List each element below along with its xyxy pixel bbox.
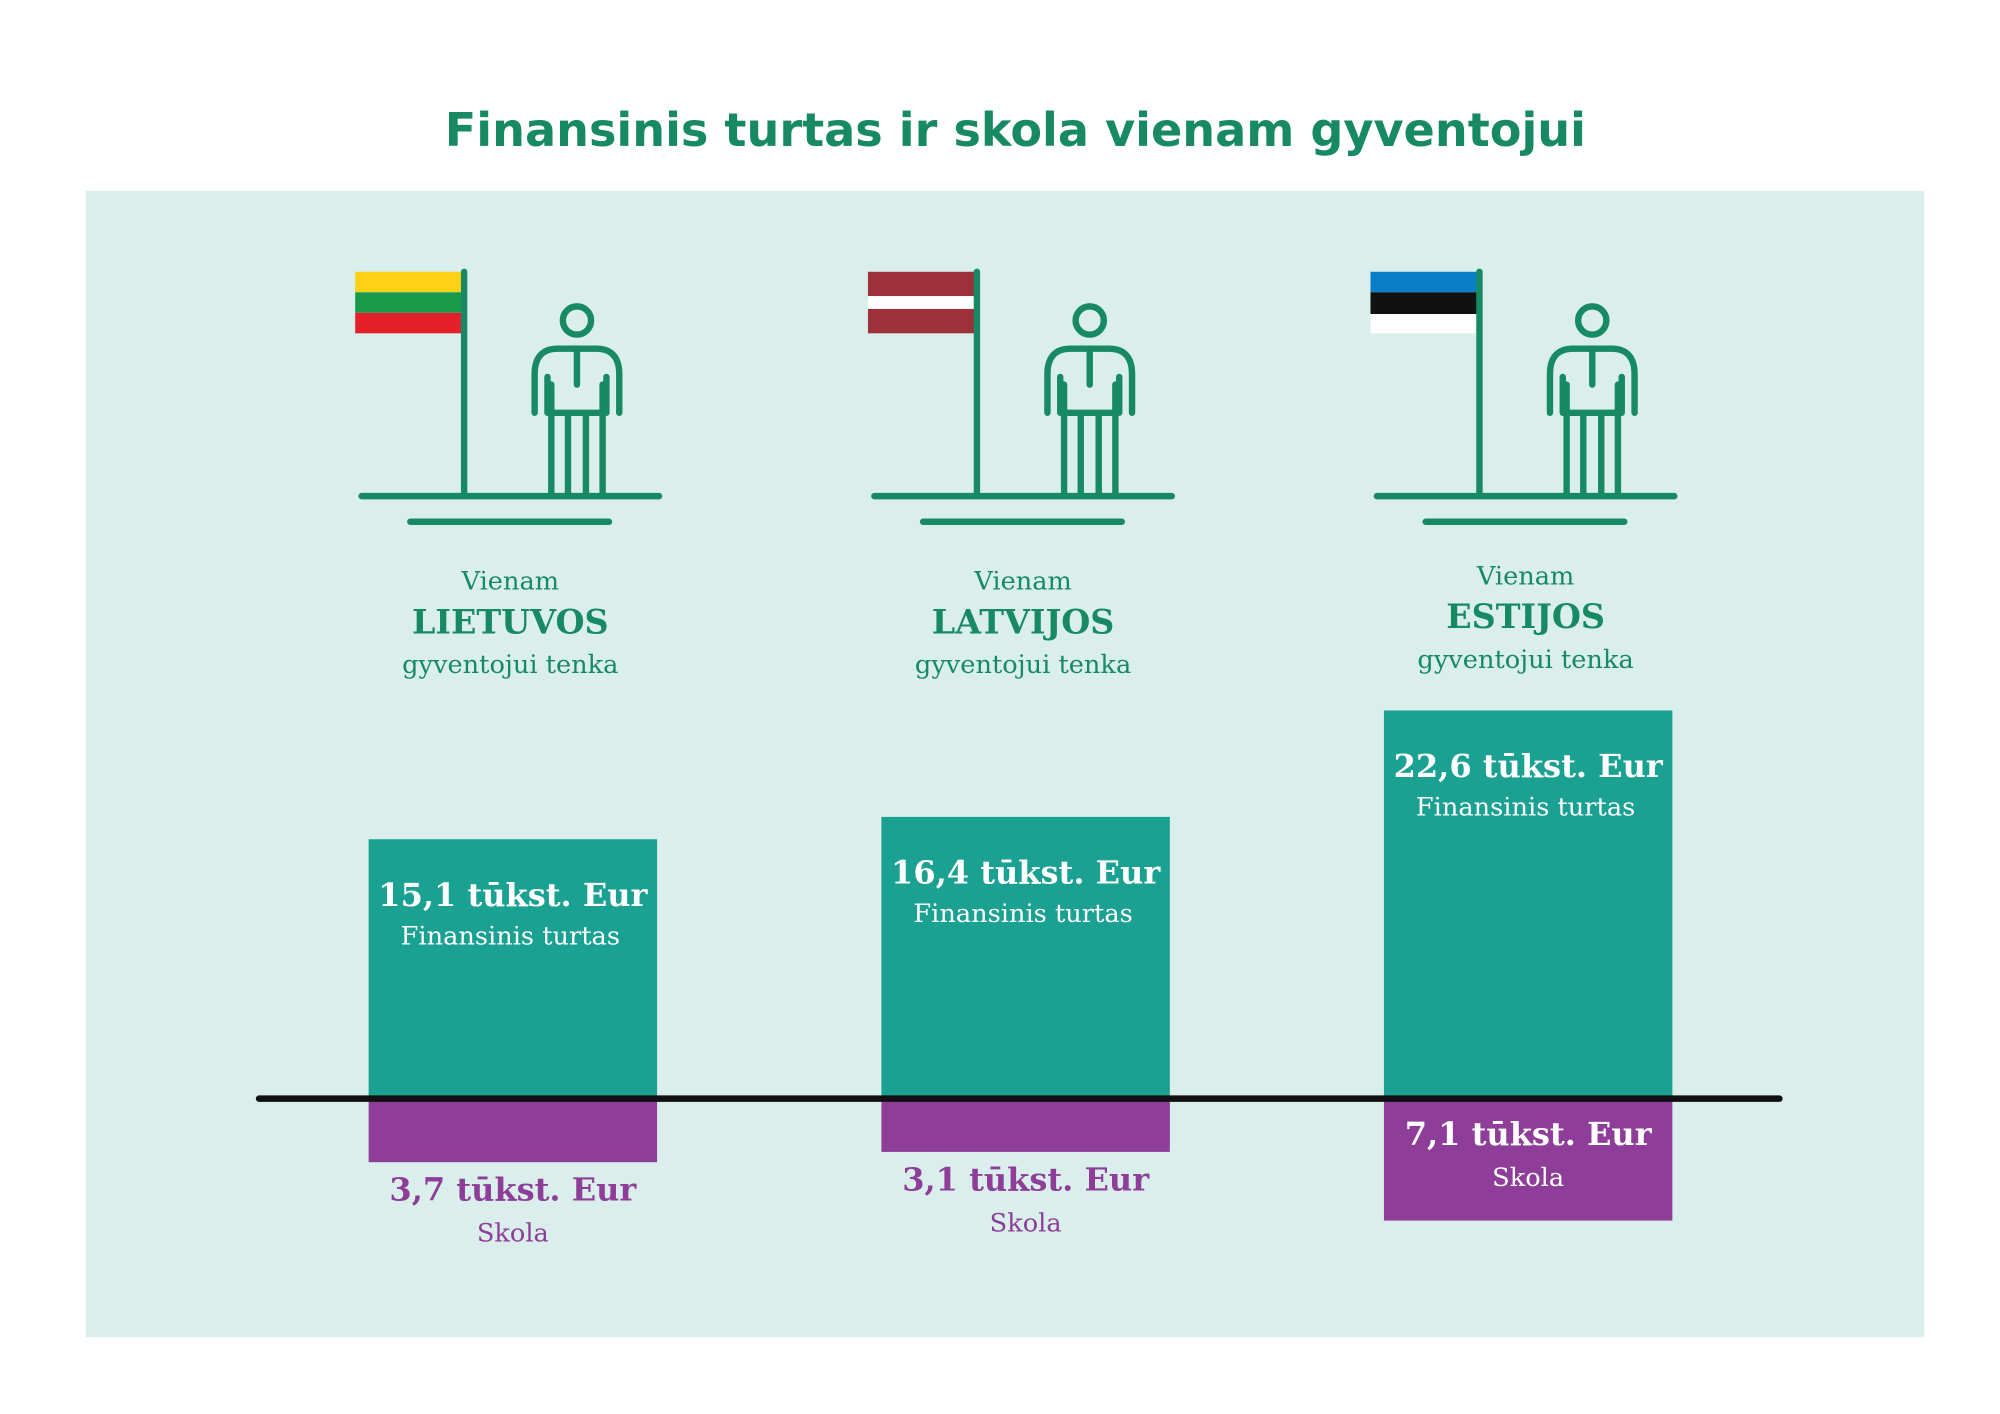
flag-stripe: [1370, 314, 1477, 334]
bar: [881, 816, 1170, 1099]
value-label: 3,7 tūkst. Eur: [389, 1171, 637, 1209]
series-label: Finansinis turtas: [913, 899, 1132, 929]
category-caption: gyventojui tenka: [1417, 645, 1633, 675]
category-caption: gyventojui tenka: [915, 650, 1131, 680]
flag-stripe: [867, 296, 975, 309]
person-body: [544, 345, 610, 500]
bar: [368, 839, 658, 1099]
series-label: Skola: [1492, 1163, 1564, 1193]
flag-stripe: [1370, 292, 1477, 315]
category-label: LATVIJOS: [932, 602, 1115, 641]
country-icon: [1370, 268, 1678, 525]
person-head: [1072, 303, 1108, 338]
bar: [1383, 710, 1673, 1099]
flag-stripe: [355, 312, 462, 334]
flag-stripe: [355, 271, 462, 293]
person-body: [1559, 345, 1625, 500]
category-label: ESTIJOS: [1446, 597, 1605, 636]
person-head: [1574, 303, 1610, 338]
category-caption: Vienam: [973, 567, 1072, 597]
bar: [368, 1098, 658, 1163]
flag-stripe: [867, 271, 975, 297]
value-label: 15,1 tūkst. Eur: [378, 876, 648, 914]
value-label: 7,1 tūkst. Eur: [1405, 1115, 1653, 1153]
category-caption: Vienam: [1476, 562, 1575, 592]
category-caption: Vienam: [461, 567, 560, 597]
chart-title: Finansinis turtas ir skola vienam gyvent…: [445, 103, 1586, 157]
flag-stripe: [867, 308, 975, 334]
series-label: Finansinis turtas: [1416, 793, 1635, 823]
category-caption: gyventojui tenka: [402, 650, 618, 680]
country-icon: [867, 268, 1175, 525]
person-body: [1057, 345, 1123, 500]
value-label: 22,6 tūkst. Eur: [1394, 747, 1664, 785]
country-icon: [355, 268, 663, 525]
value-label: 3,1 tūkst. Eur: [902, 1160, 1150, 1198]
flag-stripe: [1370, 271, 1477, 293]
flag-stripe: [355, 292, 462, 313]
category-label: LIETUVOS: [412, 602, 609, 641]
series-label: Finansinis turtas: [401, 921, 620, 951]
bar: [1383, 1098, 1673, 1221]
value-label: 16,4 tūkst. Eur: [891, 854, 1161, 892]
bar: [881, 1098, 1170, 1152]
series-label: Skola: [990, 1208, 1062, 1238]
person-head: [559, 303, 595, 338]
series-label: Skola: [477, 1219, 549, 1249]
